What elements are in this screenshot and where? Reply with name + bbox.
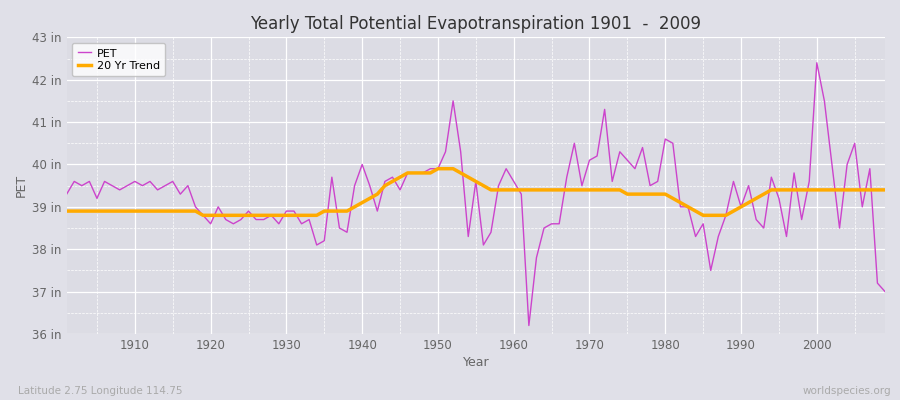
PET bbox=[812, 60, 823, 65]
Line: PET: PET bbox=[67, 63, 885, 326]
PET bbox=[500, 166, 511, 171]
PET bbox=[879, 289, 890, 294]
Title: Yearly Total Potential Evapotranspiration 1901  -  2009: Yearly Total Potential Evapotranspiratio… bbox=[250, 15, 701, 33]
20 Yr Trend bbox=[296, 213, 307, 218]
PET bbox=[122, 183, 132, 188]
20 Yr Trend bbox=[122, 209, 132, 214]
20 Yr Trend bbox=[198, 213, 209, 218]
PET bbox=[289, 209, 300, 214]
20 Yr Trend bbox=[433, 166, 444, 171]
PET bbox=[607, 179, 617, 184]
PET bbox=[61, 192, 72, 196]
Legend: PET, 20 Yr Trend: PET, 20 Yr Trend bbox=[72, 43, 166, 76]
20 Yr Trend bbox=[61, 209, 72, 214]
PET bbox=[334, 226, 345, 230]
PET bbox=[524, 323, 535, 328]
20 Yr Trend bbox=[615, 188, 626, 192]
Line: 20 Yr Trend: 20 Yr Trend bbox=[67, 169, 885, 215]
Y-axis label: PET: PET bbox=[15, 174, 28, 197]
20 Yr Trend bbox=[524, 188, 535, 192]
20 Yr Trend bbox=[342, 209, 353, 214]
Text: worldspecies.org: worldspecies.org bbox=[803, 386, 891, 396]
Text: Latitude 2.75 Longitude 114.75: Latitude 2.75 Longitude 114.75 bbox=[18, 386, 183, 396]
20 Yr Trend bbox=[516, 188, 526, 192]
20 Yr Trend bbox=[879, 188, 890, 192]
X-axis label: Year: Year bbox=[463, 356, 489, 369]
PET bbox=[508, 179, 519, 184]
